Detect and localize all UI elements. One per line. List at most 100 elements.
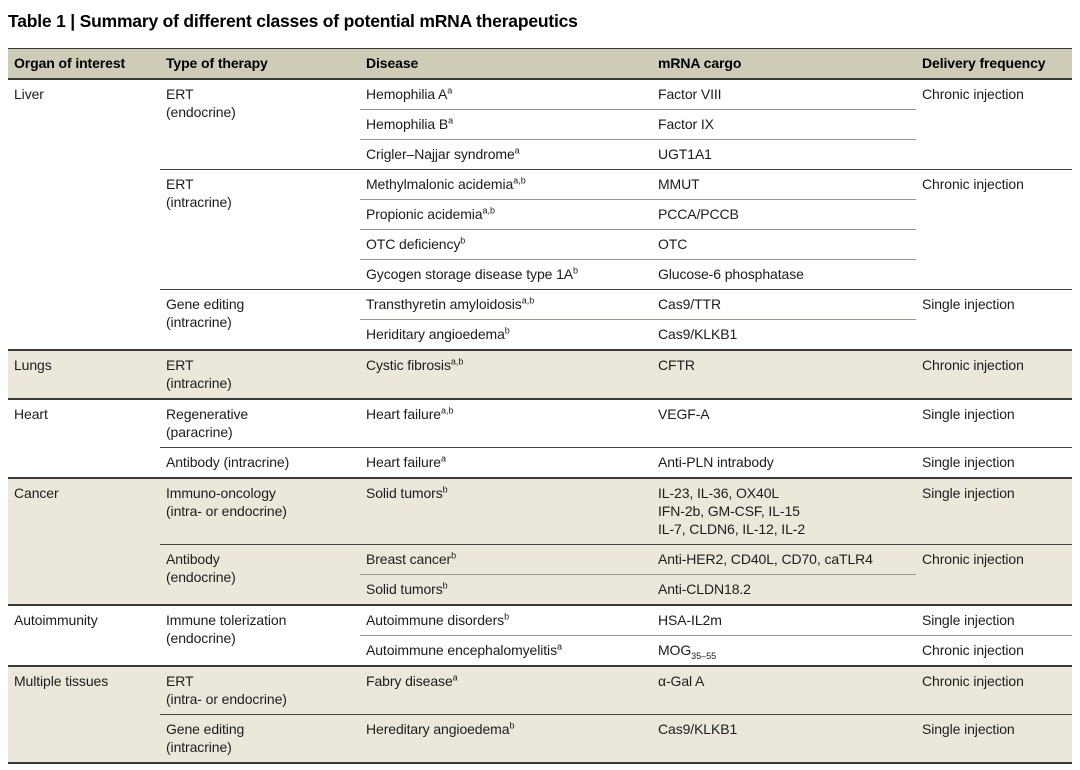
cell-disease: Fabry diseasea (360, 665, 652, 715)
table-row: Lungs ERT (intracrine) Cystic fibrosisa,… (8, 349, 1072, 399)
cell-delivery: Chronic injection (922, 86, 1024, 102)
disease-text: Heart failure (366, 406, 441, 422)
cell-cargo: MOG35–55 (652, 635, 916, 666)
footnote-marker: b (460, 235, 466, 246)
disease-text: Solid tumors (366, 485, 443, 501)
table-row: OTC deficiencyb OTC (8, 229, 1072, 260)
cell-delivery: Single injection (916, 604, 1072, 636)
disease-text: Methylmalonic acidemia (366, 176, 514, 192)
disease-text: Gycogen storage disease type 1A (366, 266, 574, 282)
table-row: Cancer Immuno-oncology (intra- or endocr… (8, 477, 1072, 605)
cell-cargo: α-Gal A (652, 665, 916, 715)
column-header-therapy: Type of therapy (160, 48, 360, 80)
cargo-text: MOG (658, 642, 692, 658)
footnote-marker: a,b (513, 175, 526, 186)
mrna-therapeutics-table: Organ of interest Type of therapy Diseas… (8, 48, 1072, 764)
footnote-marker: a (556, 641, 562, 652)
cell-cargo: Anti-CLDN18.2 (652, 574, 916, 605)
cell-organ: Cancer (8, 477, 160, 605)
table-row: Gycogen storage disease type 1Ab Glucose… (8, 259, 1072, 290)
cell-cargo: CFTR (652, 349, 916, 399)
cell-delivery: Chronic injection (916, 665, 1072, 715)
cell-disease: OTC deficiencyb (360, 229, 652, 260)
disease-text: Autoimmune disorders (366, 612, 505, 628)
disease-text: Propionic acidemia (366, 206, 483, 222)
table-row: Liver ERT (endocrine) Hemophilia Aa Fact… (8, 79, 1072, 120)
disease-text: Hemophilia B (366, 116, 449, 132)
table-row: Gene editing (intracrine) Transthyretin … (8, 289, 1072, 350)
footnote-marker: a (447, 85, 453, 96)
cell-cargo: VEGF-A (652, 398, 916, 448)
disease-text: Transthyretin amyloidosis (366, 296, 522, 312)
cell-cargo: Cas9/KLKB1 (652, 714, 916, 763)
cell-cargo: Anti-HER2, CD40L, CD70, caTLR4 (652, 544, 916, 575)
cell-therapy: ERT (intracrine) (160, 349, 360, 399)
cell-organ: Liver (14, 86, 44, 102)
cell-delivery: Chronic injection (916, 544, 1072, 605)
footnote-marker: a,b (450, 356, 464, 367)
footnote-marker: a,b (521, 295, 535, 306)
cell-disease: Heriditary angioedemab (360, 319, 652, 350)
footnote-marker: b (451, 550, 457, 561)
disease-text: Breast cancer (366, 551, 452, 567)
cell-disease: Solid tumorsb (360, 477, 652, 545)
cell-delivery: Chronic injection (916, 169, 1072, 290)
cell-disease: Hereditary angioedemab (360, 714, 652, 763)
table-row: Solid tumorsb Anti-CLDN18.2 (8, 574, 1072, 605)
footnote-marker: a,b (482, 205, 495, 216)
cell-cargo: IL-23, IL-36, OX40L IFN-2b, GM-CSF, IL-1… (652, 477, 916, 545)
cell-disease: Heart failurea (360, 447, 652, 478)
disease-text: Heriditary angioedema (366, 326, 505, 342)
disease-text: Heart failure (366, 454, 441, 470)
table-row: Propionic acidemiaa,b PCCA/PCCB (8, 199, 1072, 230)
table-row: Crigler–Najjar syndromea UGT1A1 (8, 139, 1072, 170)
footnote-marker: b (573, 265, 579, 276)
footnote-marker: a,b (440, 405, 454, 416)
table-row: Antibody (endocrine) Breast cancerb Anti… (8, 544, 1072, 605)
footnote-marker: b (509, 720, 515, 731)
cell-disease: Gycogen storage disease type 1Ab (360, 259, 652, 290)
cell-delivery: Single injection (916, 398, 1072, 448)
disease-text: Autoimmune encephalomyelitis (366, 642, 557, 658)
cell-disease: Crigler–Najjar syndromea (360, 139, 652, 170)
table-row: ERT (intracrine) Methylmalonic acidemiaa… (8, 169, 1072, 290)
cell-disease: Transthyretin amyloidosisa,b (360, 289, 652, 320)
column-header-cargo: mRNA cargo (652, 48, 916, 80)
disease-text: Cystic fibrosis (366, 357, 451, 373)
disease-text: Fabry disease (366, 673, 453, 689)
cell-disease: Cystic fibrosisa,b (360, 349, 652, 399)
cell-disease: Autoimmune disordersb (360, 604, 652, 636)
table-row: Multiple tissues ERT (intra- or endocrin… (8, 665, 1072, 763)
table-row: Antibody (intracrine) Heart failurea Ant… (8, 447, 1072, 478)
footnote-marker: b (504, 325, 510, 336)
table-body: Liver ERT (endocrine) Hemophilia Aa Fact… (8, 79, 1072, 763)
footnote-marker: a (452, 672, 458, 683)
disease-text: Solid tumors (366, 581, 443, 597)
table-row: Heriditary angioedemab Cas9/KLKB1 (8, 319, 1072, 350)
table-row: Autoimmunity Immune tolerization (endocr… (8, 604, 1072, 666)
cell-therapy: Antibody (endocrine) (160, 544, 360, 605)
cell-cargo: Cas9/TTR (652, 289, 916, 320)
cell-disease: Hemophilia Aa (360, 79, 652, 110)
cell-delivery: Single injection (916, 289, 1072, 350)
cell-cargo: HSA-IL2m (652, 604, 916, 636)
cell-therapy: Immuno-oncology (intra- or endocrine) (160, 477, 360, 545)
cell-disease: Autoimmune encephalomyelitisa (360, 635, 652, 666)
cell-delivery: Single injection (916, 477, 1072, 545)
table-header: Organ of interest Type of therapy Diseas… (8, 48, 1072, 80)
table-title: Table 1 | Summary of different classes o… (8, 11, 578, 31)
cell-therapy: Gene editing (intracrine) (160, 714, 360, 763)
table-row: Gene editing (intracrine) Hereditary ang… (8, 714, 1072, 763)
cell-disease: Breast cancerb (360, 544, 652, 575)
cell-disease: Methylmalonic acidemiaa,b (360, 169, 652, 200)
footnote-marker: a (448, 115, 454, 126)
cell-therapy: ERT (intracrine) (160, 169, 360, 290)
disease-text: Hemophilia A (366, 86, 448, 102)
cell-cargo: UGT1A1 (652, 139, 916, 170)
table-row: Hemophilia Ba Factor IX (8, 109, 1072, 140)
header-row: Organ of interest Type of therapy Diseas… (8, 48, 1072, 80)
table-row: Heart Regenerative (paracrine) Heart fai… (8, 398, 1072, 478)
disease-text: OTC deficiency (366, 236, 461, 252)
cell-therapy: Antibody (intracrine) (160, 447, 360, 478)
